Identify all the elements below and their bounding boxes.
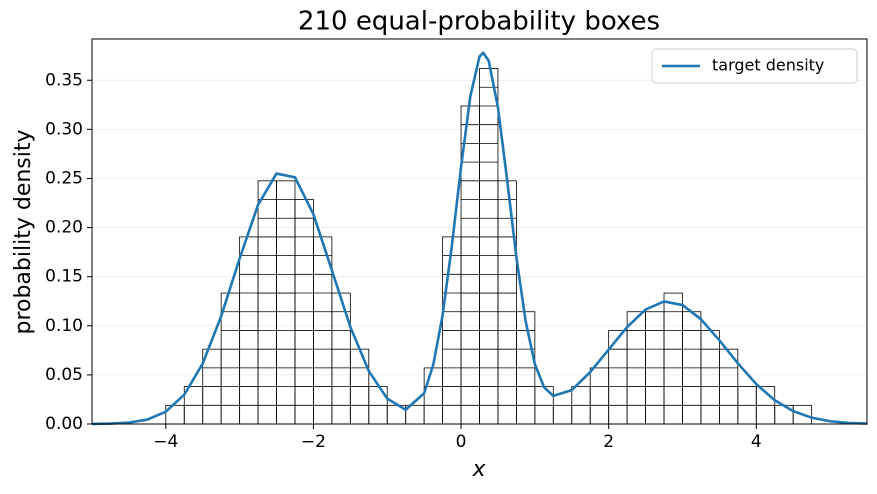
density-line [91,51,868,426]
box-column [497,180,517,425]
x-tick-label: −2 [301,432,326,452]
box-column [700,330,720,425]
legend-box [651,48,858,84]
y-tick-label: 0.20 [45,218,83,238]
box-column [257,180,277,425]
box-column [663,292,683,425]
box-column [220,292,241,425]
x-tick-label: 2 [603,432,614,452]
y-tick-label: 0.35 [45,70,83,90]
x-tick-label: 0 [456,432,467,452]
chart-title: 210 equal-probability boxes [298,7,660,37]
y-tick-label: 0.15 [45,267,83,287]
y-tick-label: 0.00 [45,414,83,434]
y-tick-label: 0.10 [45,316,83,336]
y-tick-label: 0.25 [45,168,83,188]
legend-label: target density [712,56,824,75]
box-column [479,68,499,425]
x-tick-label: −4 [153,432,178,452]
plot-frame [91,38,868,425]
box-column [552,404,573,425]
box-column [589,367,610,425]
x-tick-label: 4 [751,432,762,452]
box-column [331,292,351,425]
y-axis-label: probability density [11,129,36,334]
y-tick-label: 0.05 [45,365,83,385]
box-column [276,180,296,425]
y-tick-label: 0.30 [45,119,83,139]
x-axis-label: x [471,457,486,482]
box-column [423,367,443,425]
